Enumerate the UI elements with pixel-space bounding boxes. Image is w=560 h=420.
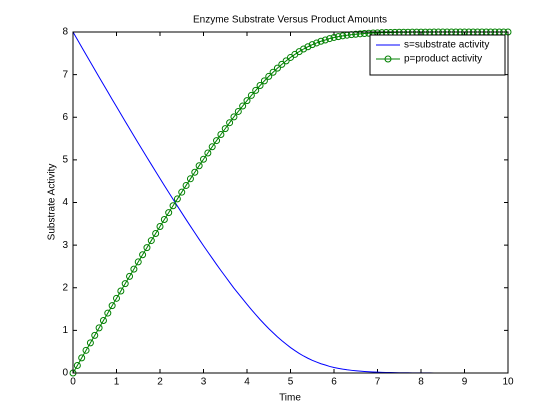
data-point <box>317 37 325 45</box>
y-tick-label: 5 <box>62 155 68 166</box>
data-point <box>73 361 81 369</box>
data-point <box>121 280 129 288</box>
data-point <box>156 222 164 230</box>
data-point <box>260 77 268 85</box>
y-tick-label: 6 <box>62 112 68 123</box>
data-point <box>143 244 151 252</box>
data-point <box>247 91 255 99</box>
x-tick-label: 4 <box>244 377 250 388</box>
x-tick-label: 10 <box>502 377 514 388</box>
data-point <box>195 162 203 170</box>
x-tick-label: 1 <box>114 377 120 388</box>
x-tick-label: 0 <box>70 377 76 388</box>
data-point <box>152 230 160 238</box>
y-tick-label: 8 <box>62 27 68 38</box>
data-point <box>186 175 194 183</box>
legend-box <box>369 34 506 76</box>
data-point <box>86 339 94 347</box>
data-point <box>269 68 277 76</box>
data-point <box>326 35 334 43</box>
y-axis-label: Substrate Activity <box>47 164 58 241</box>
y-tick-label: 1 <box>62 325 68 336</box>
data-point <box>321 36 329 44</box>
data-point <box>104 309 112 317</box>
y-tick-label: 3 <box>62 240 68 251</box>
x-tick-label: 9 <box>462 377 468 388</box>
y-tick-label: 0 <box>62 368 68 379</box>
data-point <box>169 202 177 210</box>
data-point <box>278 60 286 68</box>
data-point <box>265 72 273 80</box>
data-point <box>134 258 142 266</box>
x-tick-label: 2 <box>157 377 163 388</box>
data-point <box>82 346 90 354</box>
data-point <box>117 287 125 295</box>
data-point <box>204 149 212 157</box>
data-point <box>243 97 251 105</box>
data-point <box>182 181 190 189</box>
data-point <box>139 251 147 259</box>
x-tick-label: 7 <box>375 377 381 388</box>
data-point <box>330 33 338 41</box>
data-point <box>173 195 181 203</box>
data-point <box>256 81 264 89</box>
y-tick-label: 7 <box>62 69 68 80</box>
data-point <box>230 113 238 121</box>
x-tick-label: 6 <box>331 377 337 388</box>
data-point <box>339 32 347 40</box>
data-point <box>360 29 368 37</box>
data-point <box>226 119 234 127</box>
chart-title: Enzyme Substrate Versus Product Amounts <box>193 15 387 26</box>
y-tick-label: 2 <box>62 282 68 293</box>
data-point <box>313 39 321 47</box>
plot-area <box>73 32 508 373</box>
data-point <box>239 102 247 110</box>
data-point <box>165 209 173 217</box>
data-point <box>147 237 155 245</box>
x-tick-label: 3 <box>201 377 207 388</box>
x-tick-label: 5 <box>288 377 294 388</box>
data-point <box>99 316 107 324</box>
x-tick-label: 8 <box>418 377 424 388</box>
data-point <box>130 265 138 273</box>
data-point <box>334 33 342 41</box>
data-point <box>273 64 281 72</box>
data-point <box>178 188 186 196</box>
legend: s=substrate activity p=product activity <box>369 34 506 76</box>
data-point <box>221 125 229 133</box>
data-point <box>160 216 168 224</box>
y-tick-label: 4 <box>62 197 68 208</box>
data-point <box>252 86 260 94</box>
data-point <box>217 131 225 139</box>
data-point <box>356 30 364 38</box>
data-point <box>200 155 207 163</box>
legend-label: s=substrate activity <box>404 40 489 51</box>
data-point <box>213 137 221 145</box>
data-point <box>282 57 290 65</box>
data-point <box>352 30 360 38</box>
data-point <box>78 354 86 362</box>
data-point <box>95 324 103 332</box>
data-point <box>208 143 216 151</box>
legend-marker <box>384 55 392 63</box>
legend-label: p=product activity <box>404 54 482 65</box>
x-axis-label: Time <box>279 393 301 404</box>
data-point <box>308 41 316 49</box>
data-point <box>191 168 199 176</box>
axes-box <box>72 31 509 374</box>
data-point <box>365 29 373 37</box>
data-point <box>234 107 242 115</box>
data-point <box>126 272 134 280</box>
data-point <box>108 302 116 310</box>
data-point <box>113 294 120 302</box>
data-point <box>304 43 312 51</box>
data-point <box>91 331 99 339</box>
